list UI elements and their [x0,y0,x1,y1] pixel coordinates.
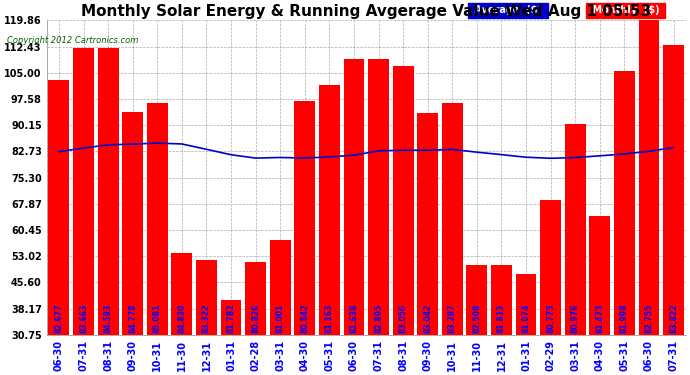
Bar [589,216,610,335]
Text: 81.001: 81.001 [276,304,285,333]
Bar [270,240,290,335]
Bar [98,48,119,335]
Text: 83.322: 83.322 [202,304,211,333]
Text: 81.782: 81.782 [226,304,235,333]
Text: 81.074: 81.074 [522,304,531,333]
Text: 83.042: 83.042 [423,304,432,333]
Bar [515,274,537,335]
Bar [564,124,586,335]
Bar [614,71,635,335]
Text: 83.663: 83.663 [79,304,88,333]
Text: 80.826: 80.826 [251,304,260,333]
Text: 84.778: 84.778 [128,303,137,333]
Text: 84.830: 84.830 [177,304,186,333]
Bar [368,58,389,335]
Text: 82.508: 82.508 [473,304,482,333]
Text: 80.775: 80.775 [546,304,555,333]
Bar [344,58,364,335]
Text: 80.976: 80.976 [571,304,580,333]
Text: 85.081: 85.081 [152,304,161,333]
Text: 82.677: 82.677 [55,304,63,333]
Text: 83.056: 83.056 [399,304,408,333]
Text: 82.755: 82.755 [644,304,653,333]
Text: 84.593: 84.593 [104,304,112,333]
Text: 82.895: 82.895 [374,304,383,333]
Text: 81.813: 81.813 [497,304,506,333]
Bar [638,18,660,335]
Bar [73,48,94,335]
Bar [466,265,487,335]
Text: 81.163: 81.163 [325,304,334,333]
Text: 81.638: 81.638 [349,304,358,333]
Bar [540,200,561,335]
Bar [196,260,217,335]
Text: 83.822: 83.822 [669,304,678,333]
Bar [245,262,266,335]
Bar [417,113,438,335]
Text: 81.998: 81.998 [620,304,629,333]
Text: Copyright 2012 Cartronics.com: Copyright 2012 Cartronics.com [7,36,138,45]
Bar [319,85,339,335]
Text: 80.842: 80.842 [300,304,309,333]
Text: Average  ($): Average ($) [471,5,545,15]
Bar [171,253,193,335]
Bar [122,112,143,335]
Bar [663,45,684,335]
Title: Monthly Solar Energy & Running Avgerage Value Wed Aug 1 05:53: Monthly Solar Energy & Running Avgerage … [81,4,651,19]
Bar [491,265,512,335]
Text: 83.287: 83.287 [448,304,457,333]
Bar [442,103,463,335]
Bar [221,300,242,335]
Bar [295,101,315,335]
Text: Monthly  ($): Monthly ($) [589,5,662,15]
Bar [393,66,413,335]
Bar [147,103,168,335]
Text: 81.473: 81.473 [595,304,604,333]
Bar [48,80,70,335]
